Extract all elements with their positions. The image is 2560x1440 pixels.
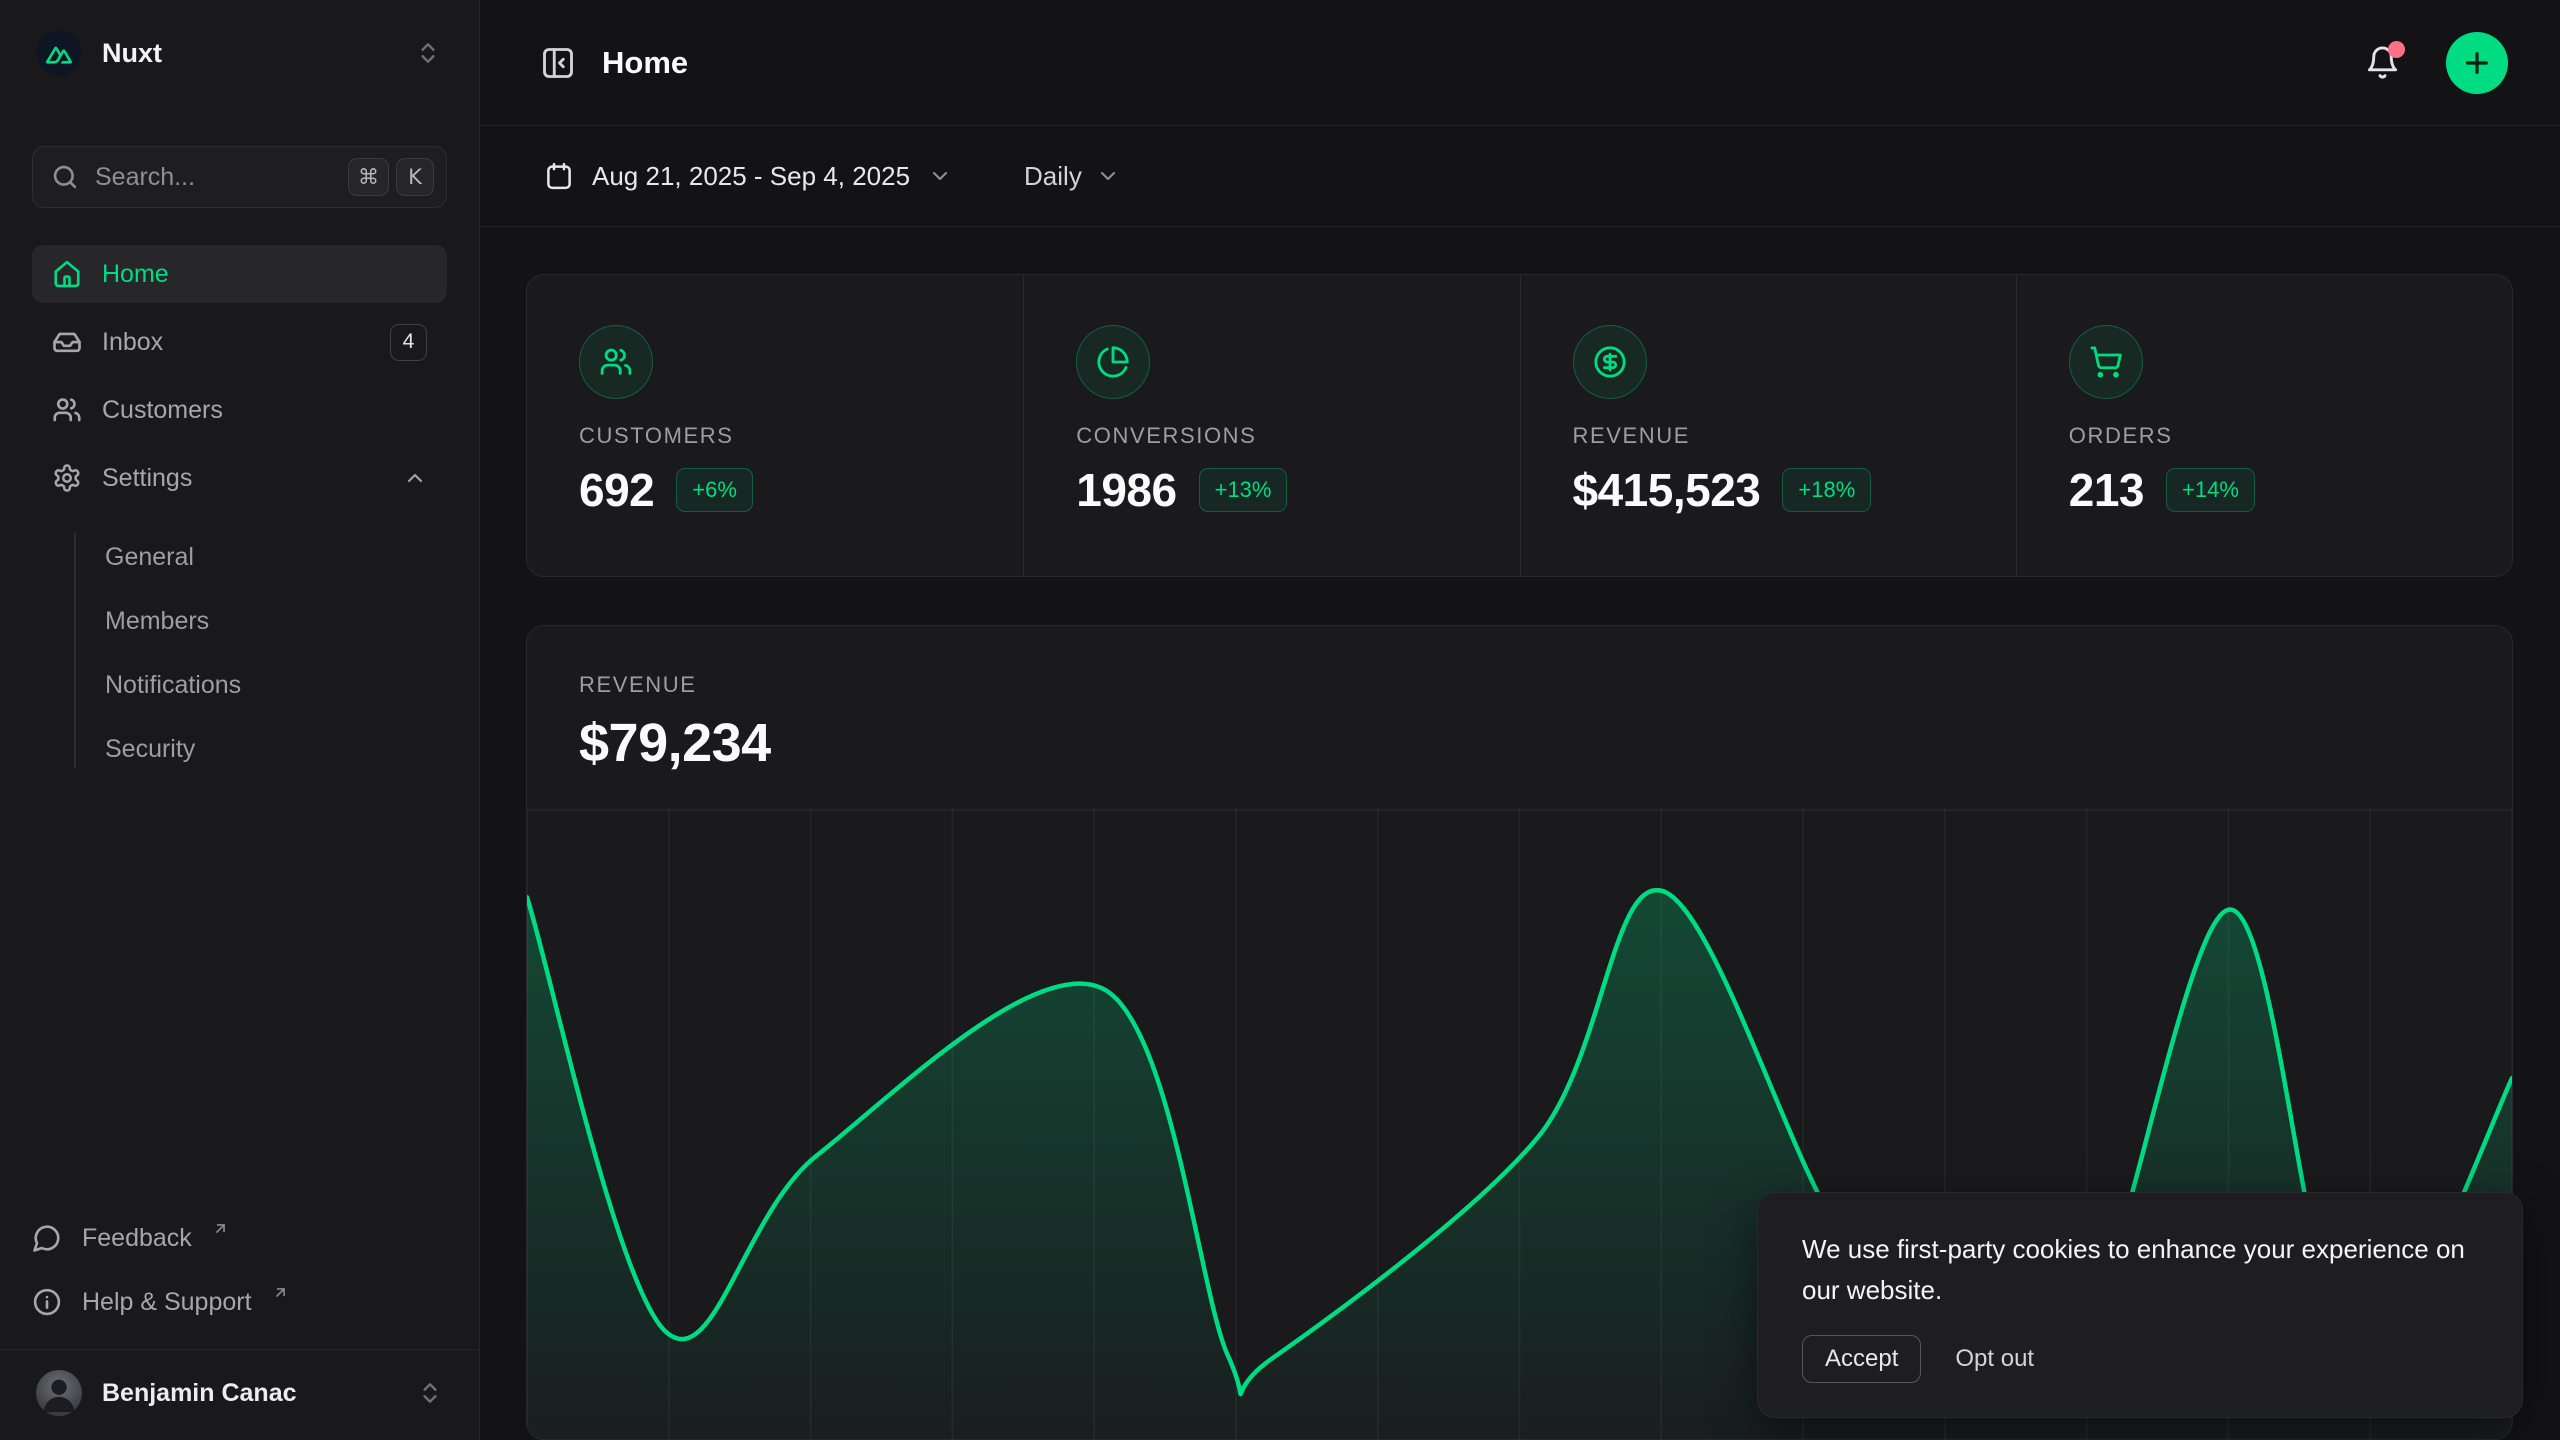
sidebar-spacer bbox=[32, 781, 447, 1209]
circle-dollar-icon bbox=[1572, 325, 1647, 399]
info-circle-icon bbox=[32, 1287, 62, 1317]
sidebar-item-customers[interactable]: Customers bbox=[32, 381, 447, 439]
workspace-switcher[interactable]: Nuxt bbox=[32, 0, 447, 106]
opt-out-button[interactable]: Opt out bbox=[1955, 1345, 2035, 1372]
page-title: Home bbox=[602, 44, 689, 80]
shopping-cart-icon bbox=[2068, 325, 2143, 399]
chevron-up-icon bbox=[403, 466, 427, 490]
accept-cookies-button[interactable]: Accept bbox=[1802, 1335, 1922, 1383]
sidebar-item-members[interactable]: Members bbox=[105, 589, 447, 653]
granularity-label: Daily bbox=[1024, 160, 1082, 191]
cookie-actions: Accept Opt out bbox=[1802, 1335, 2478, 1383]
stat-delta-badge: +13% bbox=[1198, 468, 1288, 512]
notifications-button[interactable] bbox=[2365, 41, 2405, 80]
revenue-chart-label: REVENUE bbox=[579, 672, 697, 697]
cookie-banner: We use first-party cookies to enhance yo… bbox=[1757, 1192, 2523, 1418]
workspace-name: Nuxt bbox=[102, 37, 162, 68]
sidebar-item-general[interactable]: General bbox=[105, 525, 447, 589]
calendar-icon bbox=[544, 161, 574, 191]
home-icon bbox=[52, 259, 82, 289]
chevron-down-icon bbox=[1096, 164, 1120, 188]
sidebar-item-notifications[interactable]: Notifications bbox=[105, 653, 447, 717]
search-shortcut: ⌘ K bbox=[348, 158, 434, 196]
search-input[interactable]: Search... ⌘ K bbox=[32, 146, 447, 208]
sidebar-nav: Home Inbox 4 Customers Settings bbox=[32, 245, 447, 781]
chevron-down-icon bbox=[928, 164, 952, 188]
pie-chart-icon bbox=[1076, 325, 1151, 399]
subnav-label: Security bbox=[105, 734, 196, 763]
stat-revenue[interactable]: REVENUE $415,523 +18% bbox=[1519, 275, 2016, 576]
stat-delta-badge: +6% bbox=[676, 468, 753, 512]
dashboard-content: CUSTOMERS 692 +6% CONVERSIONS 1986 +13% bbox=[480, 227, 2560, 1440]
nuxt-logo-icon bbox=[36, 30, 82, 76]
sidebar-footer-links: Feedback Help & Support bbox=[32, 1209, 447, 1349]
sidebar: Nuxt Search... ⌘ K Home bbox=[0, 0, 480, 1440]
revenue-chart-header: REVENUE $79,234 bbox=[527, 626, 2512, 774]
stat-value: 692 bbox=[579, 464, 655, 516]
cookie-message: We use first-party cookies to enhance yo… bbox=[1802, 1234, 2465, 1305]
stat-label: CUSTOMERS bbox=[579, 423, 734, 448]
inbox-icon bbox=[52, 327, 82, 357]
subnav-label: Members bbox=[105, 606, 210, 635]
stats-card: CUSTOMERS 692 +6% CONVERSIONS 1986 +13% bbox=[526, 274, 2513, 577]
users-icon bbox=[52, 395, 82, 425]
user-name: Benjamin Canac bbox=[102, 1378, 297, 1407]
revenue-chart-card: REVENUE $79,234 bbox=[526, 625, 2513, 1440]
subnav-label: Notifications bbox=[105, 670, 242, 699]
add-button[interactable] bbox=[2446, 31, 2508, 94]
stat-value: $415,523 bbox=[1572, 464, 1761, 516]
stat-delta-badge: +18% bbox=[1782, 468, 1872, 512]
revenue-chart-value: $79,234 bbox=[579, 713, 771, 773]
sidebar-collapse-button[interactable] bbox=[540, 45, 576, 81]
sidebar-item-label: Settings bbox=[102, 463, 193, 492]
sidebar-item-settings[interactable]: Settings bbox=[32, 449, 447, 507]
stat-customers[interactable]: CUSTOMERS 692 +6% bbox=[527, 275, 1023, 576]
notification-dot bbox=[2388, 41, 2405, 58]
user-menu[interactable]: Benjamin Canac bbox=[0, 1349, 479, 1440]
chevrons-up-down-icon bbox=[415, 40, 441, 66]
date-range-label: Aug 21, 2025 - Sep 4, 2025 bbox=[592, 160, 911, 191]
date-range-picker[interactable]: Aug 21, 2025 - Sep 4, 2025 bbox=[544, 161, 952, 192]
sidebar-item-label: Customers bbox=[102, 395, 223, 424]
footer-link-label: Feedback bbox=[82, 1223, 192, 1252]
search-placeholder: Search... bbox=[95, 162, 196, 191]
sidebar-item-label: Home bbox=[102, 259, 169, 288]
sidebar-item-label: Inbox bbox=[102, 327, 164, 356]
gear-icon bbox=[52, 463, 82, 493]
subnav-guide-line bbox=[74, 533, 76, 769]
header-actions bbox=[2365, 31, 2508, 94]
sidebar-item-inbox[interactable]: Inbox 4 bbox=[32, 313, 447, 371]
search-icon bbox=[51, 163, 79, 191]
message-circle-icon bbox=[32, 1223, 62, 1253]
stat-delta-badge: +14% bbox=[2166, 468, 2255, 512]
kbd-cmd: ⌘ bbox=[348, 158, 389, 196]
page-header: Home bbox=[480, 0, 2560, 126]
users-icon bbox=[579, 325, 653, 399]
feedback-link[interactable]: Feedback bbox=[32, 1209, 447, 1267]
subnav-label: General bbox=[105, 542, 194, 571]
help-support-link[interactable]: Help & Support bbox=[32, 1273, 447, 1331]
sidebar-item-home[interactable]: Home bbox=[32, 245, 447, 303]
external-link-arrow-icon bbox=[212, 1220, 229, 1237]
granularity-select[interactable]: Daily bbox=[1024, 161, 1120, 192]
inbox-count-badge: 4 bbox=[390, 323, 427, 361]
stat-conversions[interactable]: CONVERSIONS 1986 +13% bbox=[1023, 275, 1519, 576]
settings-subnav: General Members Notifications Security bbox=[32, 525, 447, 781]
stat-value: 213 bbox=[2068, 464, 2145, 516]
footer-link-label: Help & Support bbox=[82, 1287, 252, 1316]
stat-orders[interactable]: ORDERS 213 +14% bbox=[2015, 275, 2512, 576]
stat-value: 1986 bbox=[1076, 464, 1177, 516]
chevrons-up-down-icon bbox=[417, 1380, 443, 1406]
stat-label: ORDERS bbox=[2068, 423, 2173, 448]
external-link-arrow-icon bbox=[272, 1284, 289, 1301]
filters-toolbar: Aug 21, 2025 - Sep 4, 2025 Daily bbox=[480, 126, 2560, 227]
sidebar-item-security[interactable]: Security bbox=[105, 717, 447, 781]
user-avatar bbox=[36, 1370, 82, 1416]
main-area: Home Aug 21, 2025 - Sep 4, 2025 bbox=[480, 0, 2560, 1440]
stat-label: REVENUE bbox=[1572, 423, 1691, 448]
kbd-k: K bbox=[396, 158, 434, 196]
stat-label: CONVERSIONS bbox=[1076, 423, 1257, 448]
